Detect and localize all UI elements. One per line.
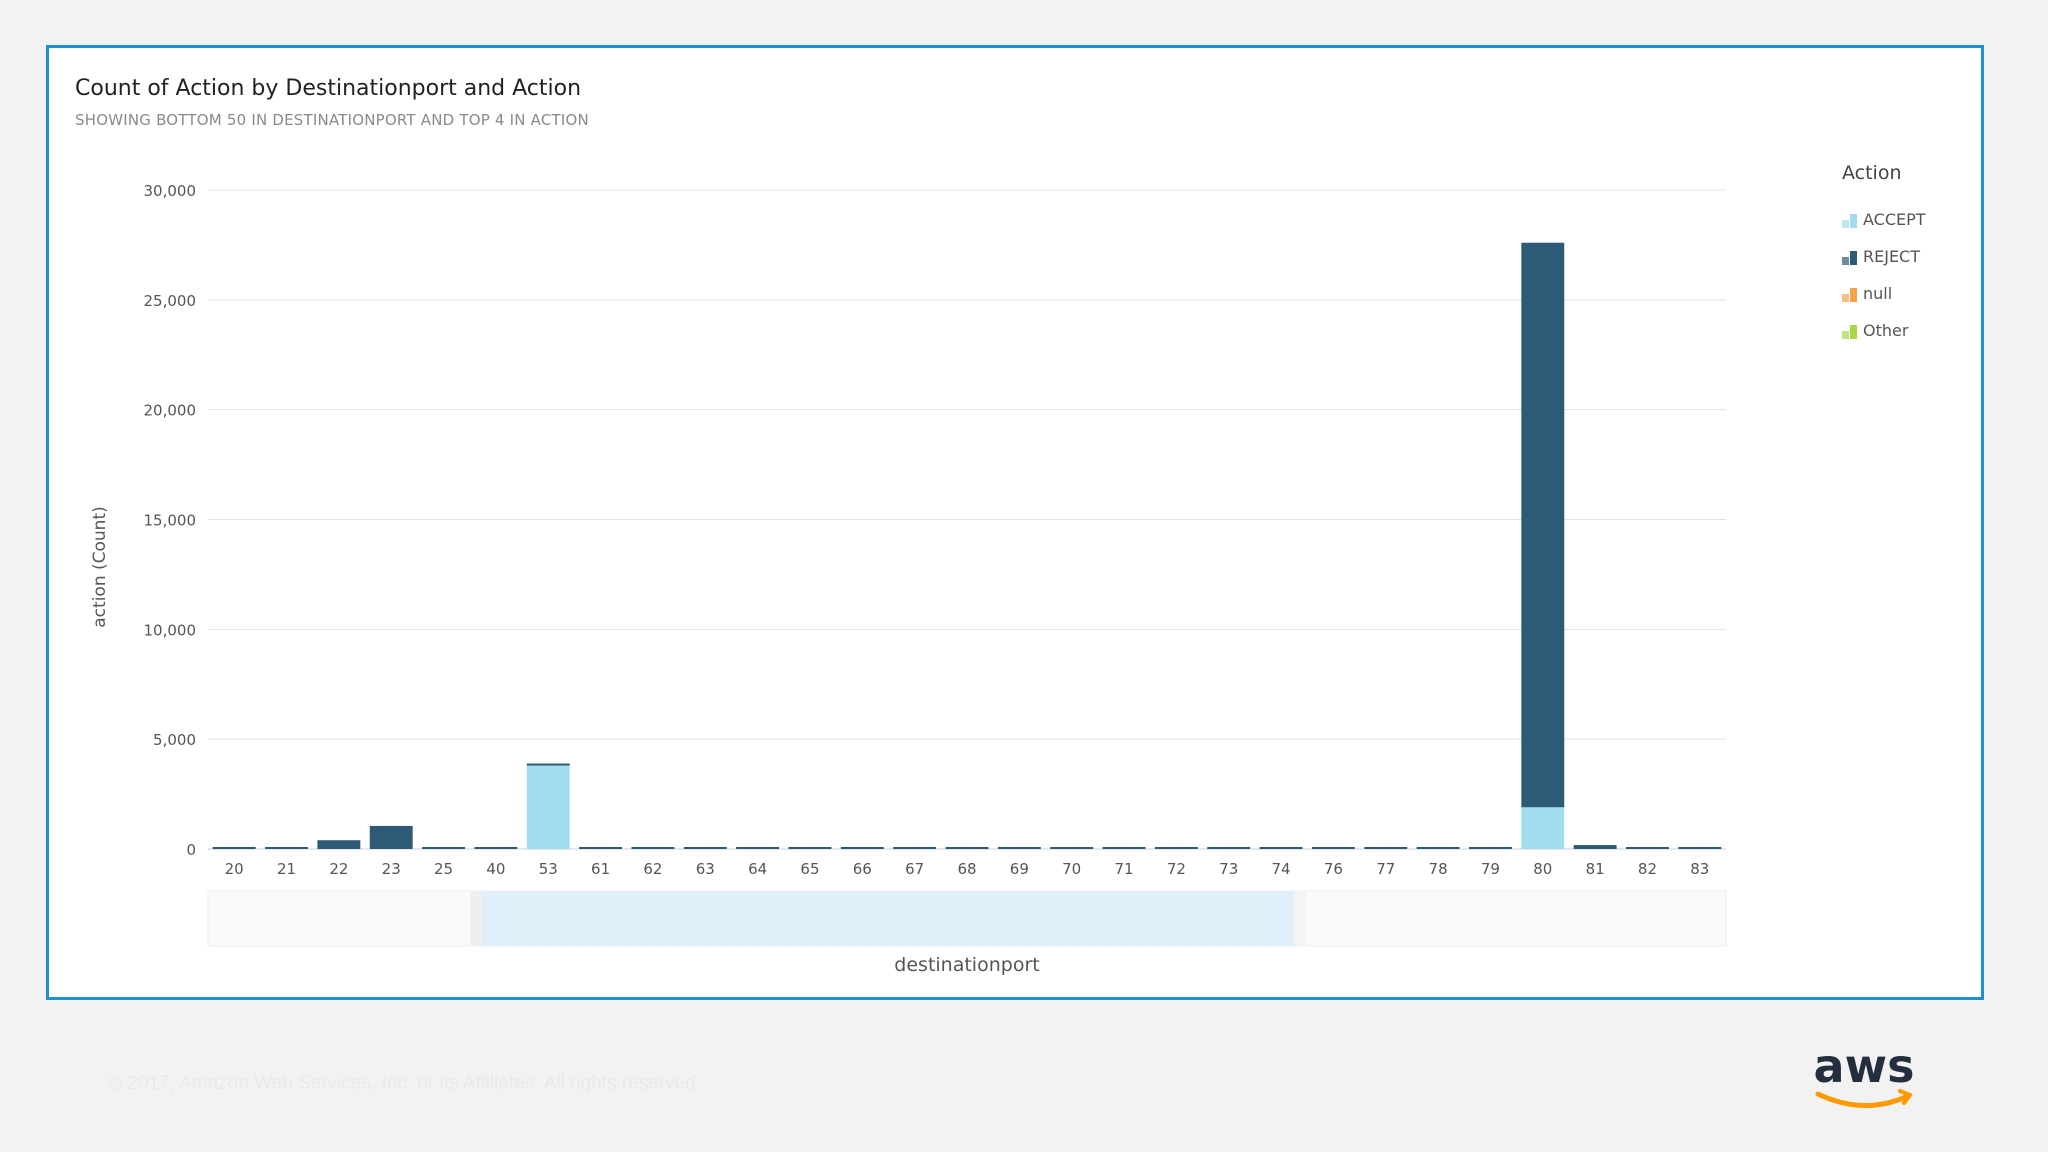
bar-reject-25[interactable]	[422, 847, 466, 849]
y-axis-label: action (Count)	[90, 506, 110, 627]
bar-reject-78[interactable]	[1416, 847, 1460, 849]
y-tick-label: 5,000	[153, 731, 196, 749]
bar-reject-53[interactable]	[526, 763, 570, 766]
bar-chart-icon	[1842, 286, 1858, 302]
x-tick-label: 81	[1586, 860, 1605, 878]
bar-reject-79[interactable]	[1468, 847, 1512, 849]
y-axis-ticks: 0 5,000 10,000 15,000 20,000 25,000 30,000	[144, 182, 197, 859]
bar-accept-53[interactable]	[526, 765, 570, 849]
bar-reject-65[interactable]	[788, 847, 832, 849]
x-tick-label: 53	[539, 860, 558, 878]
bar-reject-71[interactable]	[1102, 847, 1146, 849]
y-tick-label: 20,000	[144, 402, 197, 420]
legend-item-reject[interactable]: REJECT	[1842, 238, 1926, 275]
bar-reject-80[interactable]	[1521, 242, 1565, 808]
x-tick-label: 76	[1324, 860, 1343, 878]
bar-reject-83[interactable]	[1678, 847, 1722, 849]
legend-label: Other	[1863, 321, 1909, 340]
x-tick-label: 74	[1272, 860, 1291, 878]
range-selector-handle-right[interactable]	[1294, 891, 1306, 946]
legend: Action ACCEPT REJECT null Other	[1842, 162, 1926, 349]
bar-reject-77[interactable]	[1364, 847, 1408, 849]
x-axis-ticks: 20 21 22 23 25 40 53 61 62 63 64 65 66 67 68 69 70 71 72 73…	[225, 860, 1710, 878]
x-tick-label: 73	[1219, 860, 1238, 878]
aws-logo-text: aws	[1814, 1044, 1915, 1093]
x-tick-label: 80	[1533, 860, 1552, 878]
x-tick-label: 72	[1167, 860, 1186, 878]
legend-title: Action	[1842, 162, 1902, 184]
legend-label: REJECT	[1863, 247, 1920, 266]
range-selector-handle-left[interactable]	[470, 891, 482, 946]
visual-panel[interactable]	[46, 45, 1984, 1000]
bar-reject-40[interactable]	[474, 847, 518, 849]
bar-reject-61[interactable]	[579, 847, 623, 849]
chart-subtitle: SHOWING BOTTOM 50 IN DESTINATIONPORT AND…	[75, 111, 589, 129]
y-tick-label: 25,000	[144, 292, 197, 310]
legend-item-other[interactable]: Other	[1842, 312, 1926, 349]
x-tick-label: 69	[1010, 860, 1029, 878]
x-tick-label: 23	[382, 860, 401, 878]
x-tick-label: 61	[591, 860, 610, 878]
bar-reject-23[interactable]	[369, 825, 413, 849]
bar-reject-70[interactable]	[1050, 847, 1094, 849]
y-tick-label: 15,000	[144, 512, 197, 530]
bar-reject-68[interactable]	[945, 847, 989, 849]
bar-chart-icon	[1842, 212, 1858, 228]
x-tick-label: 66	[853, 860, 872, 878]
bar-reject-74[interactable]	[1259, 847, 1303, 849]
bar-reject-67[interactable]	[893, 847, 937, 849]
x-tick-label: 68	[957, 860, 976, 878]
x-tick-label: 25	[434, 860, 453, 878]
chart-title: Count of Action by Destinationport and A…	[75, 76, 582, 101]
gridlines	[208, 189, 1726, 850]
legend-label: ACCEPT	[1863, 210, 1926, 229]
bar-reject-64[interactable]	[736, 847, 780, 849]
x-tick-label: 71	[1114, 860, 1133, 878]
range-selector-window[interactable]	[482, 891, 1294, 946]
x-tick-label: 20	[225, 860, 244, 878]
x-tick-label: 70	[1062, 860, 1081, 878]
x-tick-label: 40	[486, 860, 505, 878]
legend-label: null	[1863, 284, 1893, 303]
bar-reject-82[interactable]	[1626, 847, 1669, 849]
bar-reject-76[interactable]	[1311, 847, 1355, 849]
legend-item-accept[interactable]: ACCEPT	[1842, 201, 1926, 238]
x-axis-label: destinationport	[894, 954, 1039, 976]
y-tick-label: 0	[186, 841, 196, 859]
bar-chart-icon	[1842, 249, 1858, 265]
bar-reject-81[interactable]	[1573, 845, 1617, 849]
bar-reject-73[interactable]	[1207, 847, 1251, 849]
x-tick-label: 62	[643, 860, 662, 878]
x-tick-label: 21	[277, 860, 296, 878]
y-tick-label: 30,000	[144, 182, 197, 200]
legend-item-null[interactable]: null	[1842, 275, 1926, 312]
x-tick-label: 65	[800, 860, 819, 878]
bar-reject-21[interactable]	[265, 847, 308, 849]
x-tick-label: 67	[905, 860, 924, 878]
x-tick-label: 22	[329, 860, 348, 878]
bar-reject-22[interactable]	[317, 840, 361, 849]
x-tick-label: 64	[748, 860, 767, 878]
bar-chart-icon	[1842, 323, 1858, 339]
x-tick-label: 82	[1638, 860, 1657, 878]
bar-reject-62[interactable]	[631, 847, 675, 849]
bars	[212, 242, 1722, 849]
copyright-text: © 2017, Amazon Web Services, Inc. or its…	[108, 1073, 702, 1094]
x-tick-label: 63	[696, 860, 715, 878]
bar-reject-72[interactable]	[1154, 847, 1198, 849]
bar-reject-69[interactable]	[997, 847, 1041, 849]
bar-reject-66[interactable]	[840, 847, 884, 849]
x-tick-label: 83	[1690, 860, 1709, 878]
x-tick-label: 77	[1376, 860, 1395, 878]
x-tick-label: 78	[1429, 860, 1448, 878]
y-tick-label: 10,000	[144, 621, 197, 639]
x-tick-label: 79	[1481, 860, 1500, 878]
bar-accept-80[interactable]	[1521, 807, 1565, 849]
bar-reject-20[interactable]	[212, 847, 256, 849]
aws-logo: aws	[1814, 1044, 1915, 1108]
bar-reject-63[interactable]	[683, 847, 727, 849]
